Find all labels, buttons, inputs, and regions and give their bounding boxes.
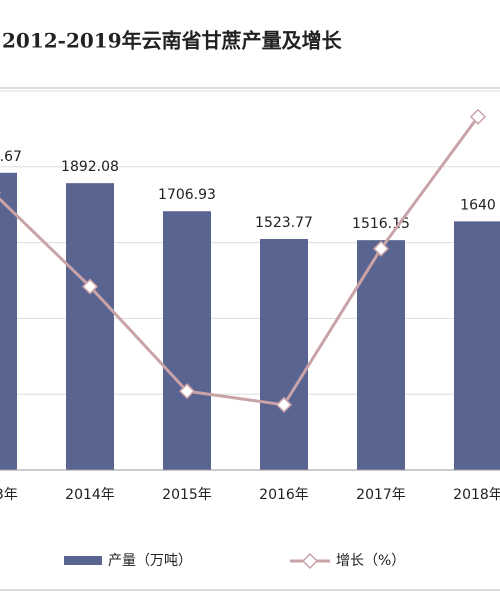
line-marker [372, 240, 390, 257]
x-tick-label: 2017年 [356, 487, 406, 503]
chart-title: 2012-2019年云南省甘蔗产量及增长 [2, 29, 343, 53]
bar [260, 238, 308, 470]
x-tick-label: 2015年 [162, 487, 212, 503]
line-marker [469, 108, 487, 125]
data-label: 1892.08 [61, 159, 119, 175]
bar [163, 211, 211, 470]
legend-label: 增长（%） [336, 553, 405, 569]
legend-label: 产量（万吨） [108, 553, 192, 569]
bar [0, 172, 17, 470]
data-label: 1523.77 [255, 215, 313, 231]
line-marker [275, 396, 293, 413]
bar [357, 240, 405, 470]
legend-marker [301, 552, 319, 570]
x-tick-label: 2018年 [453, 487, 500, 503]
line-marker [178, 383, 196, 400]
data-label: 1516.15 [352, 216, 410, 232]
bar [454, 221, 500, 470]
line-marker [81, 278, 99, 295]
x-tick-label: 2013年 [0, 487, 18, 503]
data-label: 1706.93 [158, 187, 216, 203]
data-label: 1960.67 [0, 149, 22, 165]
x-tick-label: 2014年 [65, 487, 115, 503]
bar [66, 183, 114, 470]
legend-swatch [64, 556, 102, 565]
x-tick-label: 2016年 [259, 487, 309, 503]
growth-line [0, 115, 480, 407]
data-label: 1640 [460, 197, 496, 213]
